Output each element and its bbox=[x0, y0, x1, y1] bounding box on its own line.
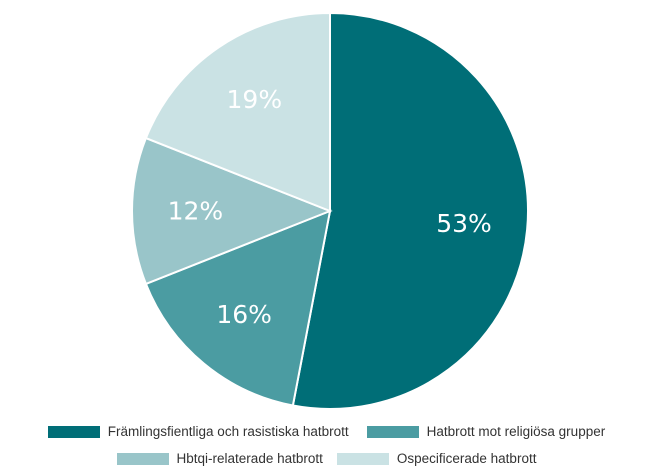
legend-item-ospecificerade[interactable]: Ospecificerade hatbrott bbox=[336, 451, 537, 466]
legend-swatch-hbtqi bbox=[116, 452, 169, 465]
pie-slice-hbtqi[interactable] bbox=[131, 136, 333, 286]
legend-swatch-religiosa bbox=[366, 425, 419, 438]
slice-label-religiosa: 16% bbox=[216, 300, 272, 329]
legend-row-1: Främlingsfientliga och rasistiska hatbro… bbox=[0, 424, 653, 439]
slice-label-ospecificerade: 19% bbox=[227, 85, 283, 114]
legend-label-religiosa: Hatbrott mot religiösa grupper bbox=[426, 424, 606, 439]
pie-chart: 53% 16% 12% 19% bbox=[131, 11, 529, 410]
legend-label-framlingsfientliga: Främlingsfientliga och rasistiska hatbro… bbox=[107, 424, 349, 439]
pie-slice-framlingsfientliga[interactable] bbox=[291, 11, 529, 410]
legend-label-ospecificerade: Ospecificerade hatbrott bbox=[396, 451, 537, 466]
slice-label-framlingsfientliga: 53% bbox=[436, 209, 492, 238]
legend-row-2: Hbtqi-relaterade hatbrott Ospecificerade… bbox=[0, 451, 653, 466]
legend-swatch-framlingsfientliga bbox=[47, 425, 100, 438]
legend-item-hbtqi[interactable]: Hbtqi-relaterade hatbrott bbox=[116, 451, 323, 466]
legend-item-religiosa[interactable]: Hatbrott mot religiösa grupper bbox=[366, 424, 606, 439]
slice-label-hbtqi: 12% bbox=[168, 197, 224, 226]
slice-labels: 53% 16% 12% 19% bbox=[168, 85, 492, 329]
pie-slice-ospecificerade[interactable] bbox=[144, 11, 331, 213]
pie-slice-religiosa[interactable] bbox=[144, 209, 332, 407]
legend-swatch-ospecificerade bbox=[336, 452, 389, 465]
legend-label-hbtqi: Hbtqi-relaterade hatbrott bbox=[176, 451, 323, 466]
pie-slices bbox=[131, 11, 529, 410]
legend-item-framlingsfientliga[interactable]: Främlingsfientliga och rasistiska hatbro… bbox=[47, 424, 349, 439]
